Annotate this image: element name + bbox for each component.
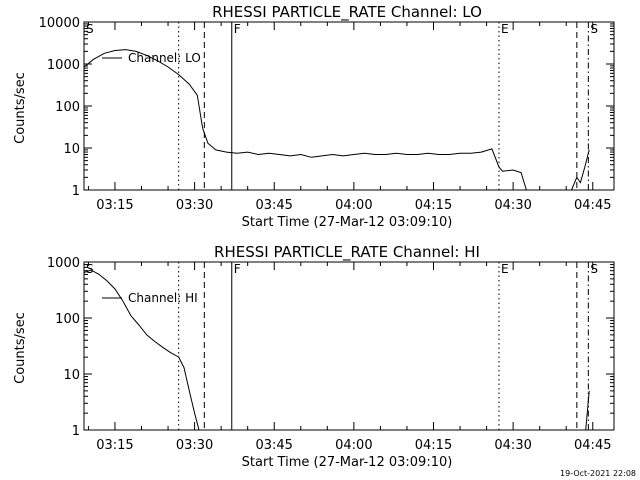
footer-timestamp: 19-Oct-2021 22:08 [560,469,636,478]
panel-hi: RHESSI PARTICLE_RATE Channel: HI Counts/… [13,243,615,470]
series-line-tail [585,390,590,431]
y-tick-label: 1000 [47,58,80,73]
y-axis-label: Counts/sec [13,312,28,384]
x-tick-label: 03:45 [255,198,292,213]
y-tick-label: 1 [72,424,80,439]
x-tick-label: 03:15 [96,198,133,213]
series-line-tail [571,149,590,191]
x-tick-label: 04:45 [574,438,611,453]
event-marker-label: E [501,22,509,36]
x-axis-label: Start Time (27-Mar-12 03:09:10) [242,455,453,470]
plot-frame [83,21,615,191]
legend-label: Channel: HI [128,291,198,305]
event-marker-label: F [234,22,241,36]
x-tick-label: 03:15 [96,438,133,453]
x-tick-label: 04:00 [335,198,372,213]
x-tick-label: 03:30 [176,438,213,453]
x-tick-label: 04:00 [335,438,372,453]
x-tick-label: 04:15 [415,198,452,213]
event-marker-label: S [86,262,94,276]
series-line [83,269,200,431]
x-tick-label: 04:45 [574,198,611,213]
chart-title: RHESSI PARTICLE_RATE Channel: LO [212,3,482,22]
event-marker-label: S [590,22,598,36]
x-tick-label: 03:45 [255,438,292,453]
event-marker-label: F [234,262,241,276]
y-tick-label: 1 [72,184,80,199]
x-tick-label: 03:30 [176,198,213,213]
series-line [83,49,527,191]
y-tick-label: 100 [55,312,80,327]
panel-lo: RHESSI PARTICLE_RATE Channel: LO Counts/… [13,3,615,230]
y-axis-label: Counts/sec [13,72,28,144]
x-tick-label: 04:30 [494,438,531,453]
event-marker-label: E [501,262,509,276]
x-axis-label: Start Time (27-Mar-12 03:09:10) [242,215,453,230]
event-marker-label: S [590,262,598,276]
x-tick-label: 04:30 [494,198,531,213]
y-tick-label: 1000 [47,256,80,271]
event-marker-label: S [86,22,94,36]
legend-label: Channel: LO [128,51,201,65]
y-tick-label: 100 [55,100,80,115]
chart-title: RHESSI PARTICLE_RATE Channel: HI [214,243,480,262]
y-tick-label: 10000 [39,16,80,31]
x-tick-label: 04:15 [415,438,452,453]
y-tick-label: 10 [63,142,80,157]
y-tick-label: 10 [63,368,80,383]
plot-frame [83,261,615,431]
